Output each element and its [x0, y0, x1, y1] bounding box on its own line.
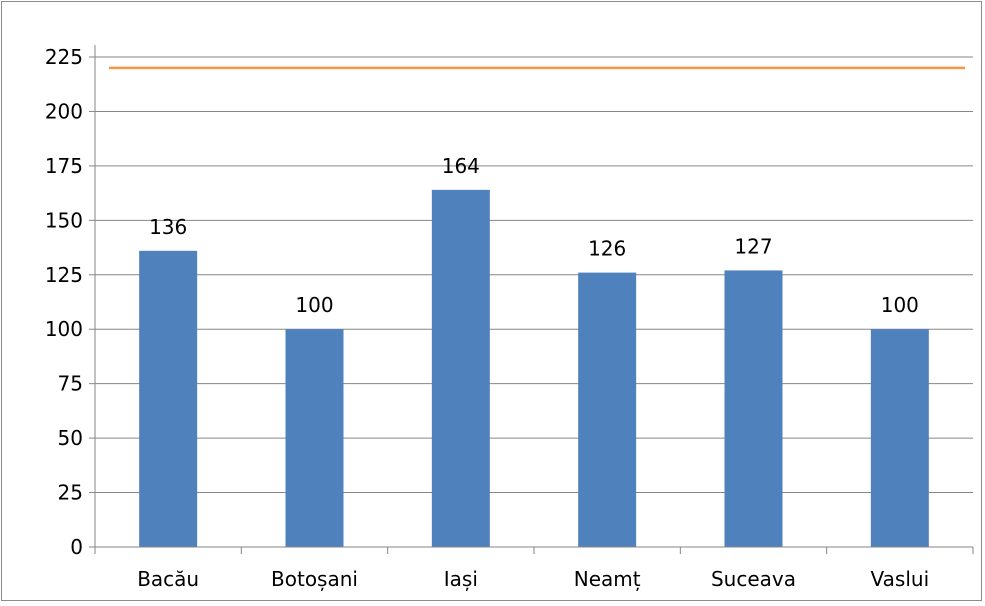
y-tick-label: 150 [45, 208, 83, 232]
axes [89, 45, 974, 554]
y-tick-label: 0 [70, 535, 83, 559]
y-tick-label: 125 [45, 263, 83, 287]
data-label: 100 [881, 293, 919, 317]
data-label: 127 [734, 234, 772, 258]
x-tick-label: Bacău [137, 567, 199, 591]
x-tick-label: Suceava [711, 567, 796, 591]
bar [285, 329, 344, 547]
y-tick-label: 25 [58, 481, 83, 505]
bar [431, 189, 490, 547]
x-tick-label: Neamț [574, 567, 641, 591]
bar-series [139, 189, 929, 548]
labels: 0 25 50 75 100 125 150 175 200 225 136 Bacău 100 Boto… [45, 45, 929, 591]
bar [870, 329, 929, 547]
data-label: 126 [588, 237, 626, 261]
y-tick-label: 175 [45, 154, 83, 178]
y-tick-label: 50 [58, 426, 83, 450]
x-tick-label: Botoșani [271, 567, 358, 591]
y-tick-label: 75 [58, 372, 83, 396]
data-label: 164 [442, 154, 480, 178]
gridlines [95, 56, 973, 494]
data-label: 100 [295, 293, 333, 317]
y-tick-label: 225 [45, 45, 83, 69]
bar [578, 272, 637, 547]
bar [139, 250, 198, 548]
y-tick-label: 200 [45, 99, 83, 123]
bar [724, 270, 783, 547]
data-label: 136 [149, 215, 187, 239]
y-tick-label: 100 [45, 317, 83, 341]
x-tick-label: Vaslui [871, 567, 930, 591]
x-tick-label: Iași [444, 567, 478, 591]
